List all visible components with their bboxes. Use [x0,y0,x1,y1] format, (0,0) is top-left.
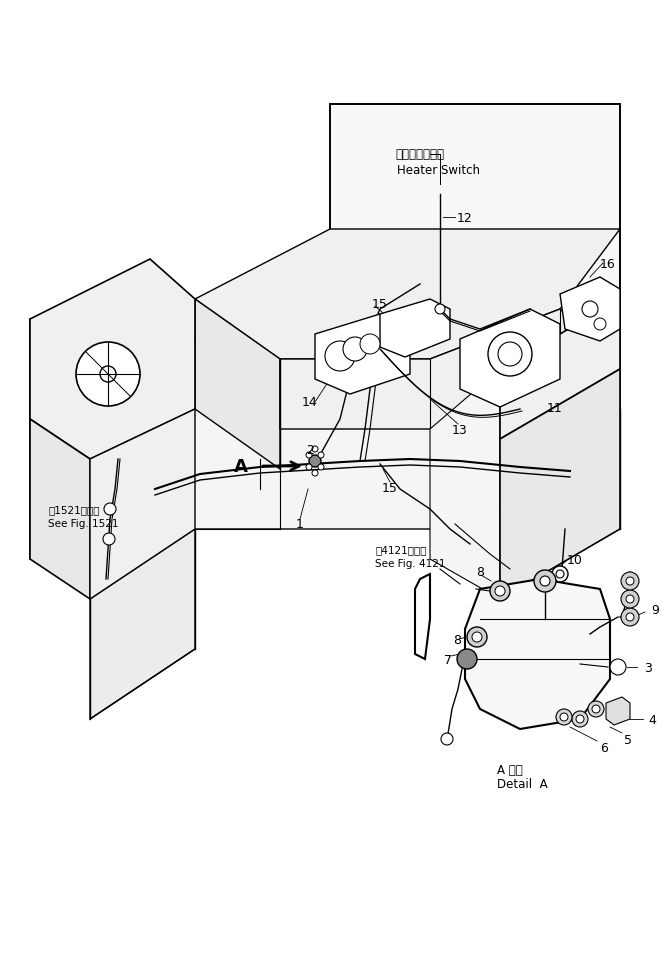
Circle shape [560,713,568,721]
Polygon shape [560,277,620,342]
Text: 8: 8 [476,565,484,578]
Circle shape [495,586,505,596]
Text: 8: 8 [453,633,461,646]
Text: A 詳細: A 詳細 [497,763,523,776]
Circle shape [556,709,572,725]
Circle shape [488,332,532,376]
Polygon shape [415,574,430,659]
Polygon shape [195,230,620,360]
Polygon shape [330,105,620,369]
Polygon shape [30,419,90,599]
Text: See Fig. 1521: See Fig. 1521 [48,519,119,529]
Circle shape [325,342,355,371]
Circle shape [318,464,324,471]
Circle shape [534,571,556,592]
Polygon shape [195,300,280,470]
Polygon shape [380,300,450,358]
Text: 16: 16 [600,257,616,271]
Polygon shape [90,530,195,719]
Circle shape [312,446,318,452]
Text: 11: 11 [547,402,563,414]
Text: 7: 7 [444,653,452,665]
Circle shape [343,338,367,361]
Circle shape [621,590,639,609]
Text: ヒータスイッチ: ヒータスイッチ [395,149,444,161]
Circle shape [572,711,588,727]
Circle shape [610,659,626,675]
Circle shape [626,595,634,604]
Circle shape [435,305,445,315]
Text: 15: 15 [372,298,388,312]
Polygon shape [606,698,630,725]
Circle shape [540,576,550,586]
Circle shape [592,705,600,713]
Circle shape [498,343,522,366]
Polygon shape [90,409,620,599]
Circle shape [318,452,324,458]
Text: 第1521図参照: 第1521図参照 [48,504,99,515]
Text: 14: 14 [302,396,318,409]
Circle shape [582,302,598,318]
Polygon shape [280,310,620,459]
Polygon shape [465,579,610,729]
Circle shape [626,577,634,585]
Text: 13: 13 [452,423,468,436]
Text: See Fig. 4121: See Fig. 4121 [375,559,446,569]
Circle shape [457,650,477,669]
Circle shape [556,571,564,578]
Polygon shape [90,409,195,599]
Circle shape [103,533,115,545]
Circle shape [306,464,312,471]
Circle shape [588,701,604,717]
Circle shape [594,319,606,330]
Polygon shape [500,300,620,440]
Polygon shape [460,310,560,407]
Circle shape [104,503,116,516]
Circle shape [76,343,140,406]
Text: 12: 12 [457,211,473,225]
Polygon shape [315,315,410,395]
Circle shape [312,471,318,477]
Text: 9: 9 [651,603,659,616]
Polygon shape [30,260,195,459]
Circle shape [490,581,510,602]
Circle shape [441,734,453,745]
Text: 第4121図参照: 第4121図参照 [375,544,426,554]
Polygon shape [500,369,620,599]
Text: 3: 3 [644,660,652,674]
Text: A: A [234,457,248,476]
Circle shape [626,614,634,621]
Circle shape [621,609,639,626]
Text: 6: 6 [600,741,608,753]
Circle shape [621,573,639,590]
Circle shape [360,335,380,355]
Text: 1: 1 [296,518,304,531]
Text: 10: 10 [567,553,583,566]
Circle shape [576,715,584,723]
Circle shape [472,632,482,642]
Circle shape [467,627,487,648]
Text: 5: 5 [624,733,632,745]
Circle shape [100,366,116,383]
Text: 2: 2 [306,443,314,456]
Text: Detail  A: Detail A [497,777,547,789]
Circle shape [306,452,312,458]
Text: 15: 15 [382,481,398,494]
Circle shape [309,455,321,468]
Text: 4: 4 [648,713,656,726]
Circle shape [552,567,568,582]
Text: Heater Switch: Heater Switch [397,163,480,176]
Polygon shape [430,369,500,599]
